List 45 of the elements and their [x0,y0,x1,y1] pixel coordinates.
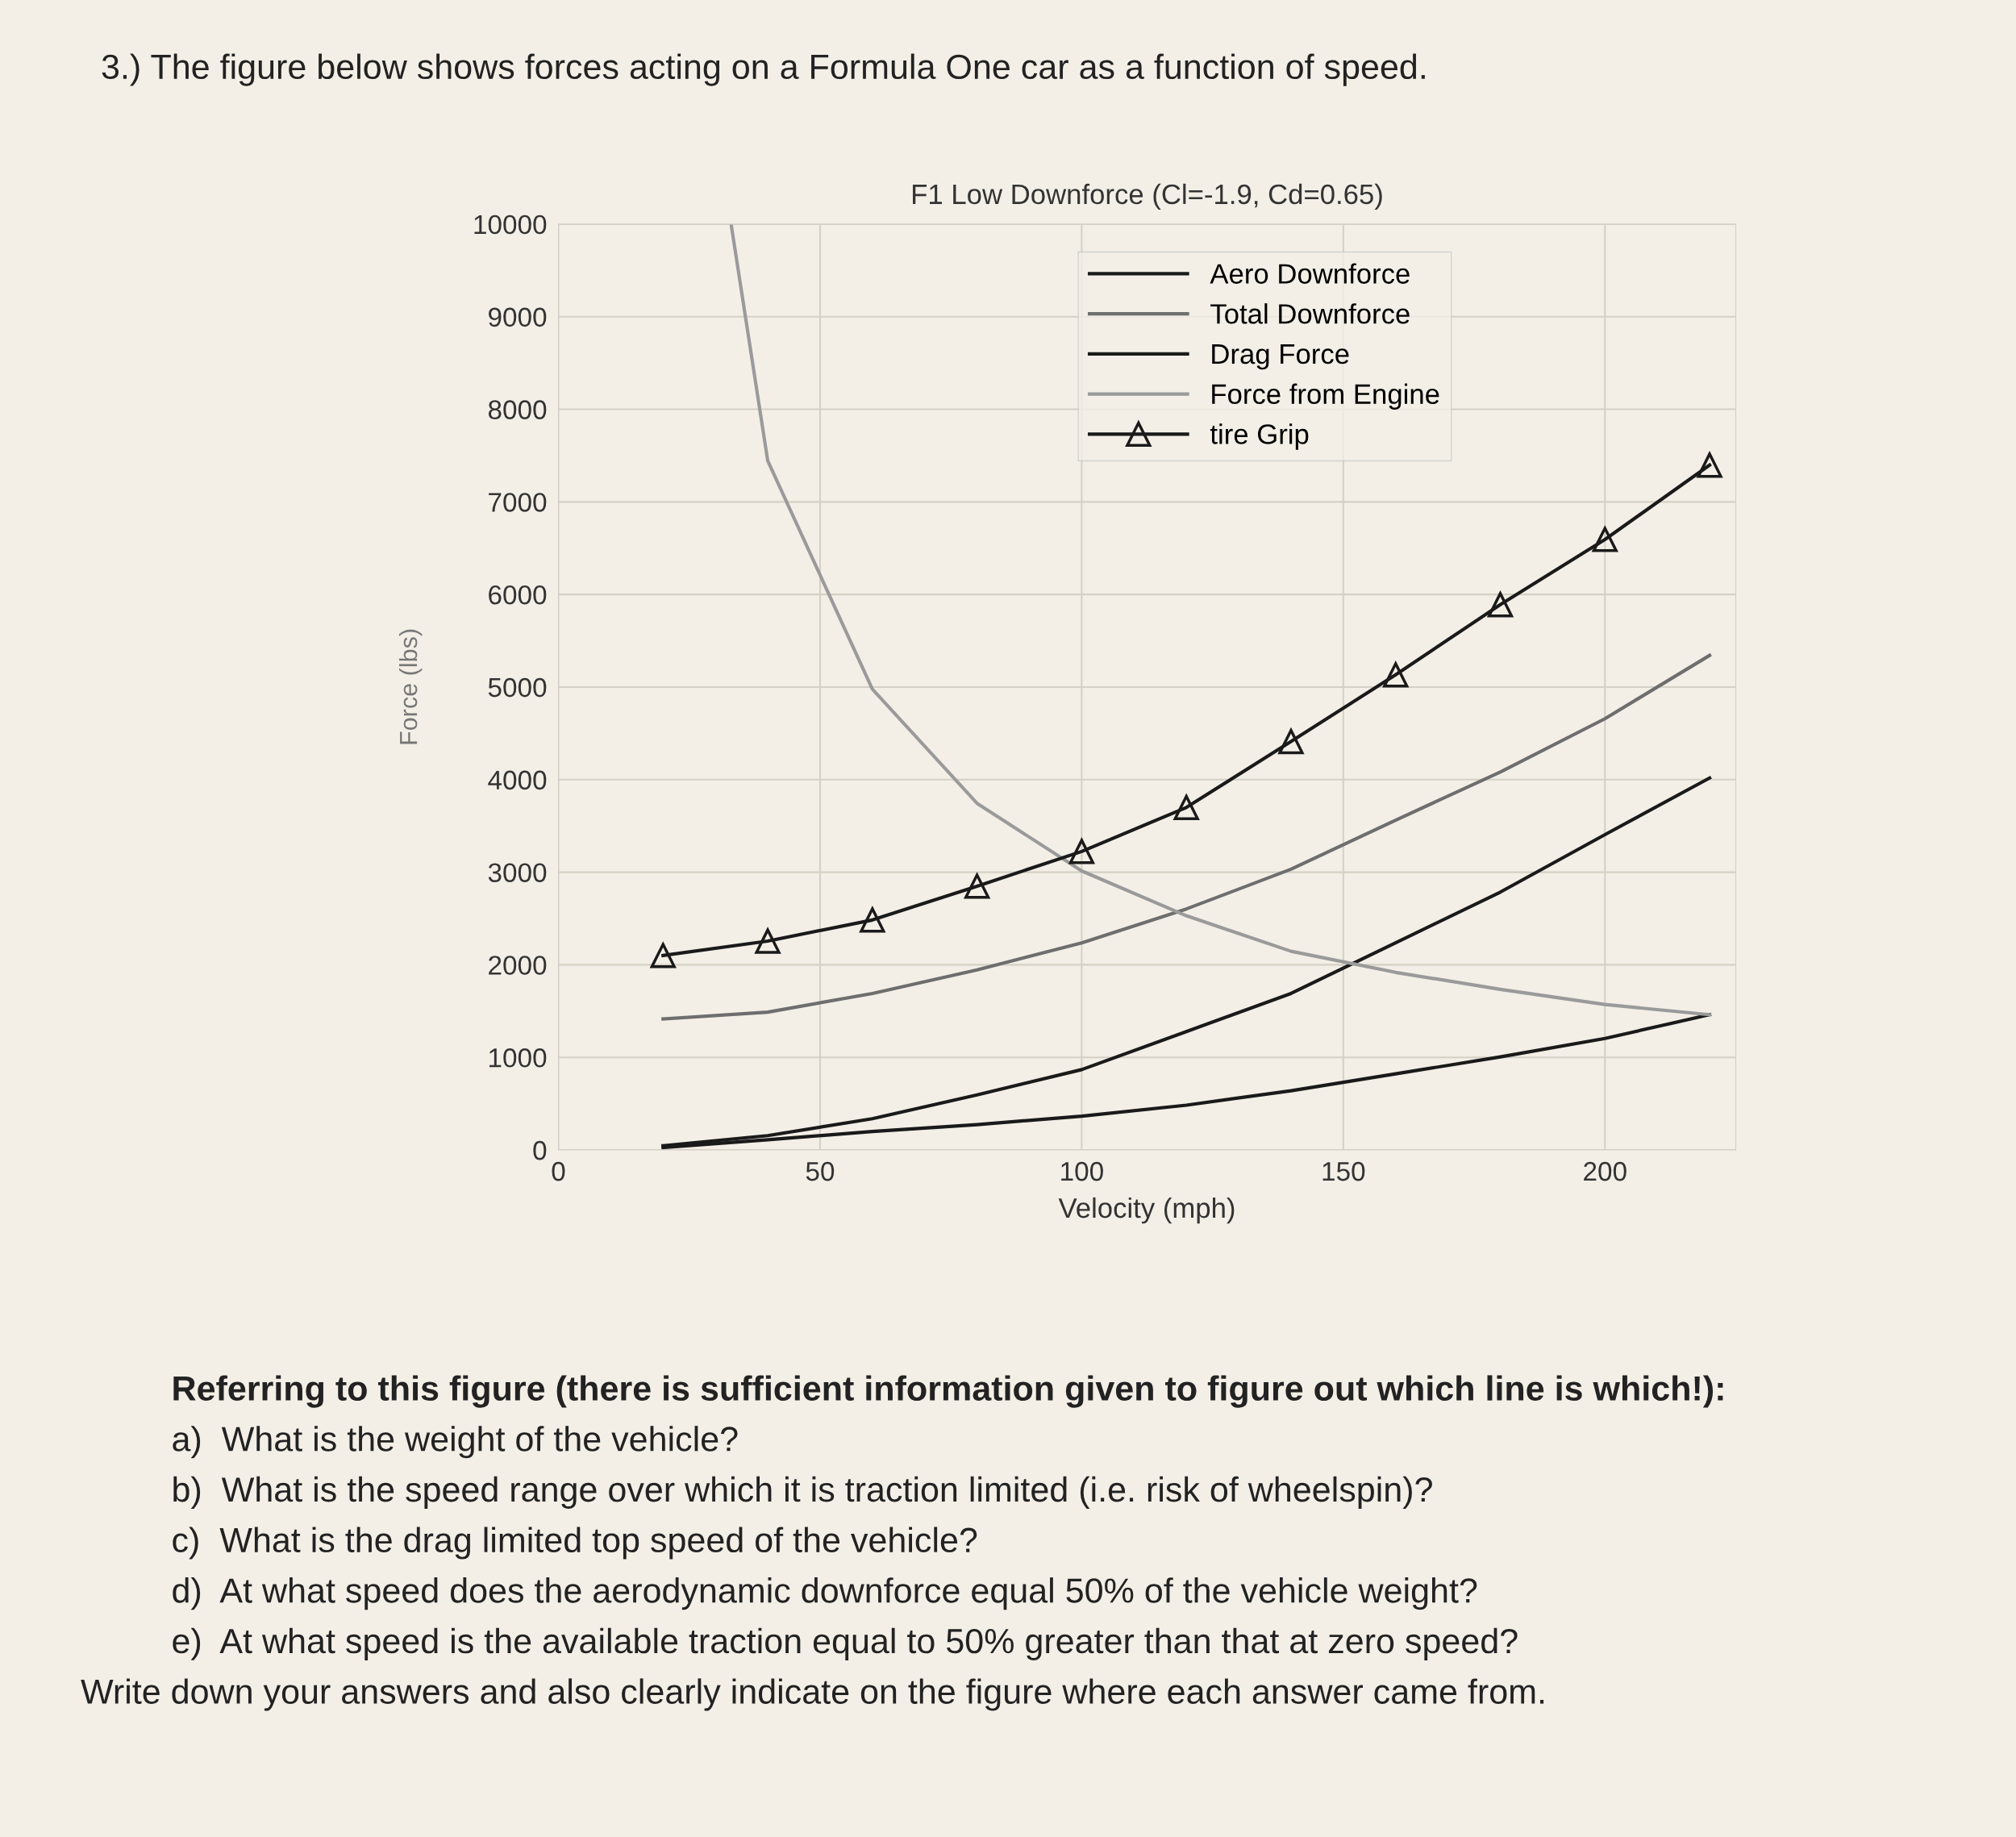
x-tick-label: 50 [806,1161,835,1181]
y-tick-label: 6000 [489,585,547,605]
legend-label: tire Grip [1210,423,1309,450]
text: Referring to this figure (there is sufficient information given to figure out which line is which!): [173,1375,1723,1408]
legend-label: Force from Engine [1212,383,1439,410]
point [964,873,990,899]
chart-title: F1 Low Downforce (Cl=-1.9, Cd=0.65) [913,183,1382,210]
point [1277,727,1305,755]
line-series [729,223,1712,1017]
y-tick-label: 8000 [488,400,547,419]
y-tick-label: 7000 [489,493,547,512]
text: b) What is the speed range over which it is traction limited (i.e. risk of wheelspin)? [173,1476,1432,1509]
point [860,907,885,933]
y-tick-label: 0 [533,1140,547,1160]
point [755,928,781,954]
x-tick-label: 200 [1584,1161,1627,1181]
text: d) At what speed does the aerodynamic downforce equal 50% of the vehicle weight? [173,1577,1477,1610]
text: c) What is the drag limited top speed of the vehicle? [173,1527,977,1560]
legend-label: Total Downforce [1210,303,1410,324]
point [1383,662,1409,688]
line-series [661,653,1712,1021]
x-tick-label: 150 [1322,1161,1365,1181]
text: e) At what speed is the available traction equal to 50% greater than that at zero speed? [173,1627,1518,1660]
point [1487,592,1514,618]
text: 3.) The figure below shows forces acting on a Formula One car as a function of speed. [102,53,1425,86]
x-tick-label: 100 [1061,1161,1103,1181]
point [650,943,676,968]
text: Write down your answers and also clearly indicate on the figure where each answer came from. [81,1678,1544,1711]
point [1068,839,1095,864]
point [1173,793,1200,820]
x-tick-label: 0 [552,1161,565,1181]
y-tick-label: 5000 [488,677,547,698]
y-tick-label: 1000 [489,1048,547,1068]
y-tick-label: 4000 [488,770,547,790]
y-tick-label: 3000 [488,863,547,882]
point [1697,452,1722,478]
legend-label: Aero Downforce [1210,263,1410,284]
text: a) What is the weight of the vehicle? [173,1426,738,1459]
point [1592,527,1618,552]
y-tick-label: 9000 [489,307,547,327]
y-tick-label: 2000 [489,956,547,975]
y-axis-title: Force (lbs) [398,629,423,744]
legend-label: Drag Force [1212,344,1349,370]
x-axis-title: Velocity (mph) [1058,1197,1235,1224]
y-tick-label: 10000 [474,215,547,235]
